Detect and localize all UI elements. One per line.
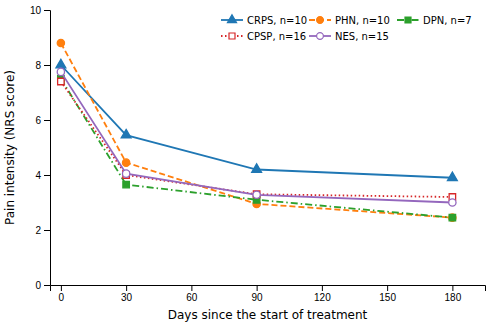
tick-label: 150 — [379, 292, 396, 303]
tick-label: 180 — [445, 292, 462, 303]
tick-mark — [257, 285, 258, 291]
marker — [122, 170, 129, 177]
tick-mark — [44, 65, 50, 66]
legend-marker — [405, 17, 411, 23]
tick: 2 — [35, 225, 50, 236]
legend-marker — [227, 15, 236, 23]
marker — [123, 181, 129, 187]
x-axis: 0 30 60 90 120 150 180 — [51, 285, 486, 303]
tick: 6 — [35, 115, 50, 126]
marker — [253, 191, 259, 197]
marker — [58, 78, 64, 84]
tick-label: 120 — [314, 292, 331, 303]
tick-label: 60 — [186, 292, 198, 303]
chart: 0 30 60 90 120 150 180 0 2 4 6 8 10 Days since the st… — [0, 0, 500, 327]
legend-marker — [317, 33, 324, 40]
tick: 8 — [35, 60, 50, 71]
legend-label: PHN, n=10 — [335, 15, 390, 26]
series — [58, 76, 456, 221]
tick-mark — [44, 285, 50, 286]
tick-mark — [44, 230, 50, 231]
legend-label: CPSP, n=16 — [247, 31, 306, 42]
line — [61, 43, 453, 218]
plot: 0 30 60 90 120 150 180 0 2 4 6 8 10 Days since the st… — [3, 5, 486, 322]
series — [57, 68, 456, 206]
legend: CRPS, n=10 PHN, n=10 DPN, n=7 CPSP, n=16 NES… — [221, 15, 472, 42]
series — [57, 39, 456, 221]
tick: 0 — [59, 285, 65, 303]
legend-marker — [229, 33, 235, 39]
tick-label: 0 — [59, 292, 65, 303]
tick: 150 — [379, 285, 396, 303]
line — [61, 82, 453, 198]
marker — [122, 159, 129, 166]
tick: 10 — [30, 5, 50, 16]
line — [61, 65, 453, 178]
tick-mark — [126, 285, 127, 291]
tick-label: 4 — [35, 170, 41, 181]
axis-line — [44, 11, 51, 286]
marker — [252, 164, 262, 173]
tick-label: 8 — [35, 60, 41, 71]
marker — [449, 214, 455, 220]
tick-mark — [61, 285, 62, 291]
legend-entry: CPSP, n=16 — [221, 31, 306, 42]
legend-marker — [317, 17, 324, 24]
legend-label: CRPS, n=10 — [247, 15, 307, 26]
tick-label: 2 — [35, 225, 41, 236]
tick: 120 — [314, 285, 331, 303]
legend-entry: NES, n=15 — [309, 31, 389, 42]
marker — [57, 39, 64, 46]
axis-line — [51, 286, 486, 292]
tick: 4 — [35, 170, 50, 181]
tick-label: 10 — [30, 5, 42, 16]
tick-mark — [44, 175, 50, 176]
tick: 0 — [35, 280, 50, 291]
series — [56, 59, 457, 180]
series — [58, 78, 456, 200]
tick: 180 — [445, 285, 462, 303]
tick-mark — [191, 285, 192, 291]
tick: 90 — [252, 285, 264, 303]
legend-entry: DPN, n=7 — [397, 15, 472, 26]
marker — [253, 191, 260, 198]
legend-entry: CRPS, n=10 — [221, 15, 307, 26]
tick-mark — [44, 10, 50, 11]
marker — [449, 214, 456, 221]
legend-entry: PHN, n=10 — [309, 15, 390, 26]
y-axis-title: Pain intensity (NRS score) — [3, 70, 17, 225]
tick-label: 30 — [121, 292, 133, 303]
tick-label: 90 — [252, 292, 264, 303]
tick-label: 6 — [35, 115, 41, 126]
legend-label: DPN, n=7 — [423, 15, 472, 26]
marks — [56, 39, 457, 221]
tick: 60 — [186, 285, 198, 303]
line — [61, 72, 453, 203]
marker — [449, 199, 456, 206]
tick: 30 — [121, 285, 133, 303]
tick-mark — [387, 285, 388, 291]
line — [61, 79, 453, 218]
y-axis: 0 2 4 6 8 10 — [30, 5, 51, 291]
tick-mark — [44, 120, 50, 121]
marker — [121, 129, 131, 138]
marker — [56, 59, 66, 68]
tick-mark — [322, 285, 323, 291]
tick-label: 0 — [35, 280, 41, 291]
marker — [447, 172, 457, 181]
tick-mark — [452, 285, 453, 291]
x-axis-title: Days since the start of treatment — [168, 308, 368, 322]
legend-label: NES, n=15 — [335, 31, 389, 42]
marker — [57, 68, 64, 75]
